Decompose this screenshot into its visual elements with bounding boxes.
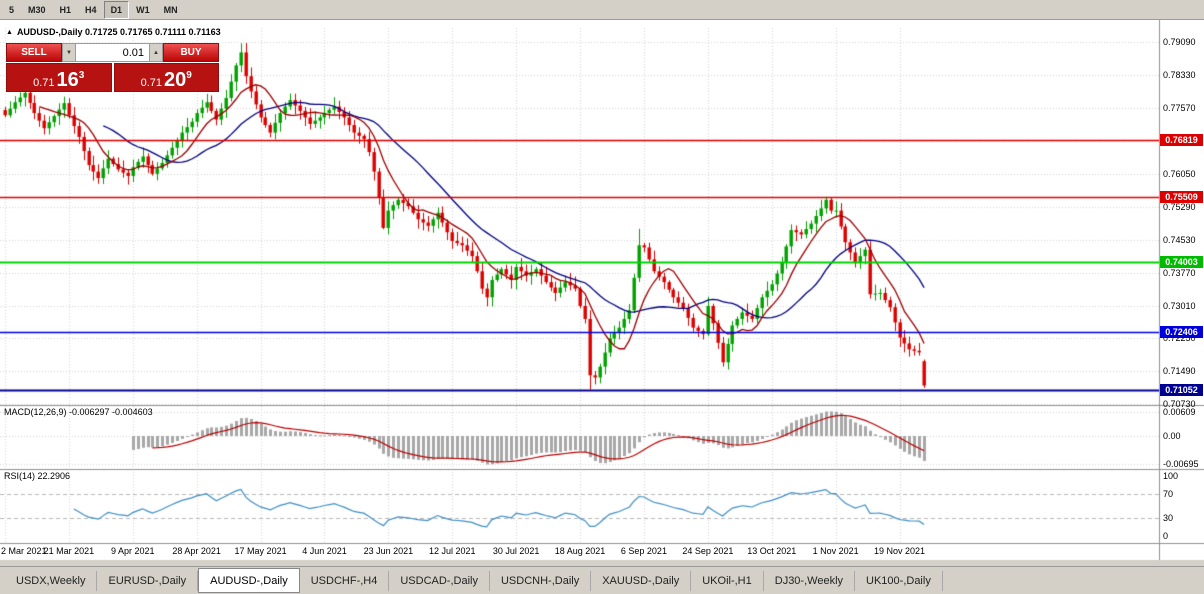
- price-axis-label: 0.72250: [1163, 333, 1196, 344]
- chart-window: ▲ AUDUSD-,Daily 0.71725 0.71765 0.71111 …: [0, 20, 1204, 566]
- price-axis-label: 0.75290: [1163, 201, 1196, 212]
- macd-axis-label: 0.00609: [1163, 406, 1196, 417]
- time-axis-label: 24 Sep 2021: [682, 546, 734, 556]
- collapse-trade-panel-icon[interactable]: ▲: [6, 28, 13, 36]
- sell-price-base: 0.71: [33, 76, 55, 89]
- timeframe-toolbar: 5 M30 H1 H4 D1 W1 MN: [0, 0, 1204, 20]
- time-axis-label: 23 Jun 2021: [363, 546, 414, 556]
- macd-axis-label: 0.00: [1163, 431, 1181, 441]
- timeframe-button-H4[interactable]: H4: [85, 4, 97, 15]
- chart-tab-usdchf-h4[interactable]: USDCHF-,H4: [300, 570, 390, 591]
- chart-ohlc-text: AUDUSD-,Daily 0.71725 0.71765 0.71111 0.…: [16, 27, 221, 37]
- time-axis-label: 6 Sep 2021: [620, 546, 667, 556]
- volume-decrease-button[interactable]: ▼: [62, 43, 76, 62]
- time-axis-label: 13 Oct 2021: [747, 546, 797, 556]
- price-level-badge-0.75509[interactable]: 0.75509: [1160, 191, 1203, 204]
- sell-price-pips: 16: [56, 69, 79, 91]
- chart-tab-xauusd-daily[interactable]: XAUUSD-,Daily: [591, 570, 692, 591]
- time-axis-label: 19 Nov 2021: [873, 546, 926, 556]
- price-level-badge-0.71052[interactable]: 0.71052: [1160, 384, 1203, 397]
- chart-tab-dj30-weekly[interactable]: DJ30-,Weekly: [764, 570, 856, 591]
- price-axis-label: 0.73010: [1163, 300, 1196, 311]
- price-level-badge-0.72406[interactable]: 0.72406: [1160, 325, 1203, 338]
- price-axis-label: 0.79090: [1163, 36, 1196, 47]
- timeframe-button-W1[interactable]: W1: [136, 4, 150, 15]
- timeframe-button-M30[interactable]: M30: [28, 4, 46, 15]
- time-axis-label: 4 Jun 2021: [302, 546, 347, 556]
- one-click-trading-panel: SELL ▼ 0.01 ▲ BUY 0.71 16 3 0.71 20 9: [6, 43, 219, 92]
- chart-tab-ukoil-h1[interactable]: UKOil-,H1: [691, 570, 764, 591]
- macd-indicator-header: MACD(12,26,9) -0.006297 -0.004603: [4, 407, 153, 417]
- volume-increase-button[interactable]: ▲: [149, 43, 163, 62]
- time-axis-label: 21 Mar 2021: [43, 546, 95, 556]
- chart-tab-bar: USDX,Weekly EURUSD-,Daily AUDUSD-,Daily USD…: [0, 566, 1204, 594]
- rsi-indicator-header: RSI(14) 22.2906: [4, 471, 71, 481]
- timeframe-button-MN[interactable]: MN: [163, 4, 178, 15]
- buy-price-point: 9: [186, 70, 192, 81]
- time-axis-label: 17 May 2021: [234, 546, 287, 556]
- chart-tab-uk100-daily[interactable]: UK100-,Daily: [855, 570, 943, 591]
- sell-price-box[interactable]: 0.71 16 3: [6, 63, 112, 92]
- price-level-badge-0.76819[interactable]: 0.76819: [1160, 134, 1203, 147]
- chart-overlay: ▲ AUDUSD-,Daily 0.71725 0.71765 0.71111 …: [0, 20, 1204, 566]
- rsi-axis-label: 30: [1163, 513, 1174, 523]
- buy-button[interactable]: BUY: [163, 43, 219, 62]
- chart-tab-audusd-daily[interactable]: AUDUSD-,Daily: [198, 568, 300, 593]
- price-chart-canvas[interactable]: [0, 20, 1204, 566]
- buy-price-pips: 20: [164, 69, 187, 91]
- price-axis-label: 0.73770: [1163, 267, 1196, 278]
- chart-tab-usdx-weekly[interactable]: USDX,Weekly: [5, 570, 98, 591]
- rsi-axis-label: 100: [1163, 471, 1179, 481]
- rsi-axis-label: 70: [1163, 489, 1174, 499]
- buy-price-base: 0.71: [140, 76, 163, 89]
- time-axis-label: 28 Apr 2021: [172, 546, 221, 556]
- chart-symbol-header: ▲ AUDUSD-,Daily 0.71725 0.71765 0.71111 …: [6, 27, 221, 37]
- timeframe-button-D1[interactable]: D1: [103, 0, 130, 19]
- time-axis-label: 2 Mar 2021: [1, 546, 47, 556]
- time-axis-label: 12 Jul 2021: [428, 546, 476, 556]
- price-axis-label: 0.77570: [1163, 102, 1196, 113]
- timeframe-button-5[interactable]: 5: [9, 4, 15, 15]
- time-axis-label: 30 Jul 2021: [492, 546, 540, 556]
- chart-tab-eurusd-daily[interactable]: EURUSD-,Daily: [97, 570, 199, 591]
- price-axis-label: 0.70730: [1163, 399, 1196, 410]
- price-level-badge-0.74003[interactable]: 0.74003: [1160, 256, 1203, 269]
- time-axis-label: 9 Apr 2021: [111, 546, 155, 556]
- time-axis-label: 1 Nov 2021: [812, 546, 859, 556]
- volume-input[interactable]: 0.01: [76, 43, 149, 62]
- price-axis-label: 0.71490: [1163, 366, 1196, 377]
- buy-price-box[interactable]: 0.71 20 9: [113, 63, 219, 92]
- price-axis-label: 0.78330: [1163, 69, 1196, 80]
- rsi-axis-label: 0: [1163, 531, 1169, 541]
- time-axis-label: 18 Aug 2021: [554, 546, 606, 556]
- timeframe-button-H1[interactable]: H1: [59, 4, 72, 15]
- chart-tab-usdcad-daily[interactable]: USDCAD-,Daily: [389, 570, 490, 591]
- macd-axis-label: -0.00695: [1163, 458, 1199, 469]
- sell-price-point: 3: [78, 70, 85, 81]
- price-axis-label: 0.76050: [1163, 168, 1196, 179]
- price-axis-label: 0.74530: [1163, 234, 1196, 245]
- chart-tab-usdcnh-daily[interactable]: USDCNH-,Daily: [490, 570, 592, 591]
- sell-button[interactable]: SELL: [6, 43, 62, 62]
